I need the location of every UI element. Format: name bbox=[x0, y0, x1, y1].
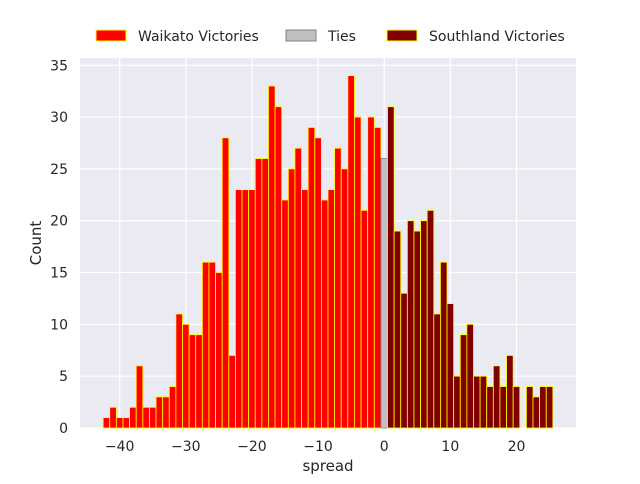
histogram-bar bbox=[466, 323, 474, 429]
histogram-bar bbox=[301, 189, 309, 429]
legend-label: Ties bbox=[327, 29, 356, 45]
histogram-bar bbox=[109, 406, 117, 429]
y-axis-label: Count bbox=[27, 221, 45, 266]
legend: Waikato Victories Ties Southland Victories bbox=[95, 29, 565, 45]
histogram-bar bbox=[387, 106, 395, 429]
legend-swatch bbox=[386, 29, 418, 42]
histogram-bar bbox=[320, 199, 329, 429]
histogram-bar bbox=[208, 261, 216, 429]
y-tick-label: 20 bbox=[50, 214, 68, 230]
histogram-bar bbox=[539, 386, 547, 429]
x-tick-label: −40 bbox=[105, 439, 135, 455]
histogram-bar bbox=[142, 406, 150, 429]
histogram-bar bbox=[115, 417, 124, 429]
legend-label: Southland Victories bbox=[429, 29, 565, 45]
histogram-bar bbox=[367, 116, 375, 429]
histogram-bar bbox=[261, 158, 269, 429]
histogram-bar bbox=[254, 158, 263, 429]
x-tick-label: 0 bbox=[380, 439, 389, 455]
histogram-bar bbox=[102, 417, 111, 429]
histogram-bar bbox=[479, 375, 488, 429]
histogram-bar bbox=[440, 261, 448, 429]
histogram-bar bbox=[373, 127, 382, 429]
histogram-bar bbox=[486, 386, 494, 429]
x-tick-label: 20 bbox=[508, 439, 526, 455]
legend-swatch bbox=[285, 29, 317, 42]
histogram-bar bbox=[215, 272, 223, 429]
histogram-bar bbox=[287, 168, 296, 429]
legend-swatch bbox=[95, 29, 127, 42]
histogram-bar bbox=[327, 189, 336, 429]
y-tick-label: 10 bbox=[50, 317, 68, 333]
histogram-bar bbox=[122, 417, 130, 429]
histogram-bar bbox=[446, 303, 455, 429]
histogram-bar bbox=[162, 396, 170, 429]
histogram-bar bbox=[294, 147, 302, 429]
histogram-bar bbox=[354, 116, 362, 429]
histogram-bar bbox=[334, 147, 342, 429]
histogram-bar bbox=[155, 396, 164, 429]
histogram-bar bbox=[129, 406, 137, 429]
x-tick-label: −30 bbox=[171, 439, 201, 455]
histogram-bar bbox=[420, 220, 428, 429]
y-tick-label: 15 bbox=[50, 266, 68, 282]
y-tick-labels: 0 5 10 15 20 25 30 35 bbox=[50, 58, 68, 437]
histogram-bar bbox=[268, 85, 276, 429]
histogram-bar bbox=[221, 137, 230, 429]
histogram-bar bbox=[201, 261, 210, 429]
histogram-bar bbox=[314, 137, 322, 429]
histogram-bar bbox=[135, 365, 144, 429]
y-tick-label: 0 bbox=[59, 421, 68, 437]
x-axis-label: spread bbox=[302, 457, 353, 475]
histogram-bar bbox=[274, 106, 283, 429]
histogram-bar bbox=[499, 386, 507, 429]
histogram-bar bbox=[532, 396, 541, 429]
histogram-bar bbox=[228, 355, 236, 429]
histogram-bar bbox=[453, 375, 461, 429]
histogram-bar bbox=[400, 292, 408, 429]
histogram-bar bbox=[413, 230, 421, 429]
legend-label: Waikato Victories bbox=[138, 29, 259, 45]
histogram-bar bbox=[360, 209, 369, 429]
y-tick-label: 25 bbox=[50, 162, 68, 178]
histogram-bar bbox=[307, 127, 316, 429]
histogram-bar bbox=[149, 406, 157, 429]
histogram-bar bbox=[195, 334, 203, 429]
x-tick-labels: −40 −30 −20 −10 0 10 20 bbox=[105, 439, 525, 455]
histogram-bar bbox=[473, 375, 481, 429]
histogram-bar bbox=[168, 386, 177, 429]
histogram-bar bbox=[433, 313, 441, 429]
histogram-bar bbox=[241, 189, 250, 429]
histogram-bar bbox=[235, 189, 243, 429]
y-tick-label: 30 bbox=[50, 110, 68, 126]
y-tick-label: 35 bbox=[50, 58, 68, 74]
histogram-bar bbox=[393, 230, 402, 429]
histogram-bar bbox=[281, 199, 289, 429]
histogram-bar bbox=[545, 386, 554, 429]
histogram-bar bbox=[406, 220, 415, 429]
histogram-bar bbox=[248, 189, 256, 429]
histogram-bar bbox=[512, 386, 521, 429]
histogram-bar bbox=[459, 334, 468, 429]
histogram-bar bbox=[175, 313, 183, 429]
bars bbox=[102, 75, 554, 429]
histogram-bar bbox=[506, 355, 514, 429]
histogram-bar bbox=[188, 334, 197, 429]
histogram-bar bbox=[492, 365, 501, 429]
histogram-bar bbox=[526, 386, 534, 429]
histogram-bar bbox=[380, 158, 388, 429]
y-tick-label: 5 bbox=[59, 369, 68, 385]
histogram-bar bbox=[347, 75, 355, 429]
x-tick-label: −20 bbox=[237, 439, 267, 455]
histogram-bar bbox=[340, 168, 349, 429]
x-tick-label: 10 bbox=[441, 439, 459, 455]
histogram-bar bbox=[426, 209, 435, 429]
histogram-bar bbox=[182, 323, 190, 429]
x-tick-label: −10 bbox=[303, 439, 333, 455]
